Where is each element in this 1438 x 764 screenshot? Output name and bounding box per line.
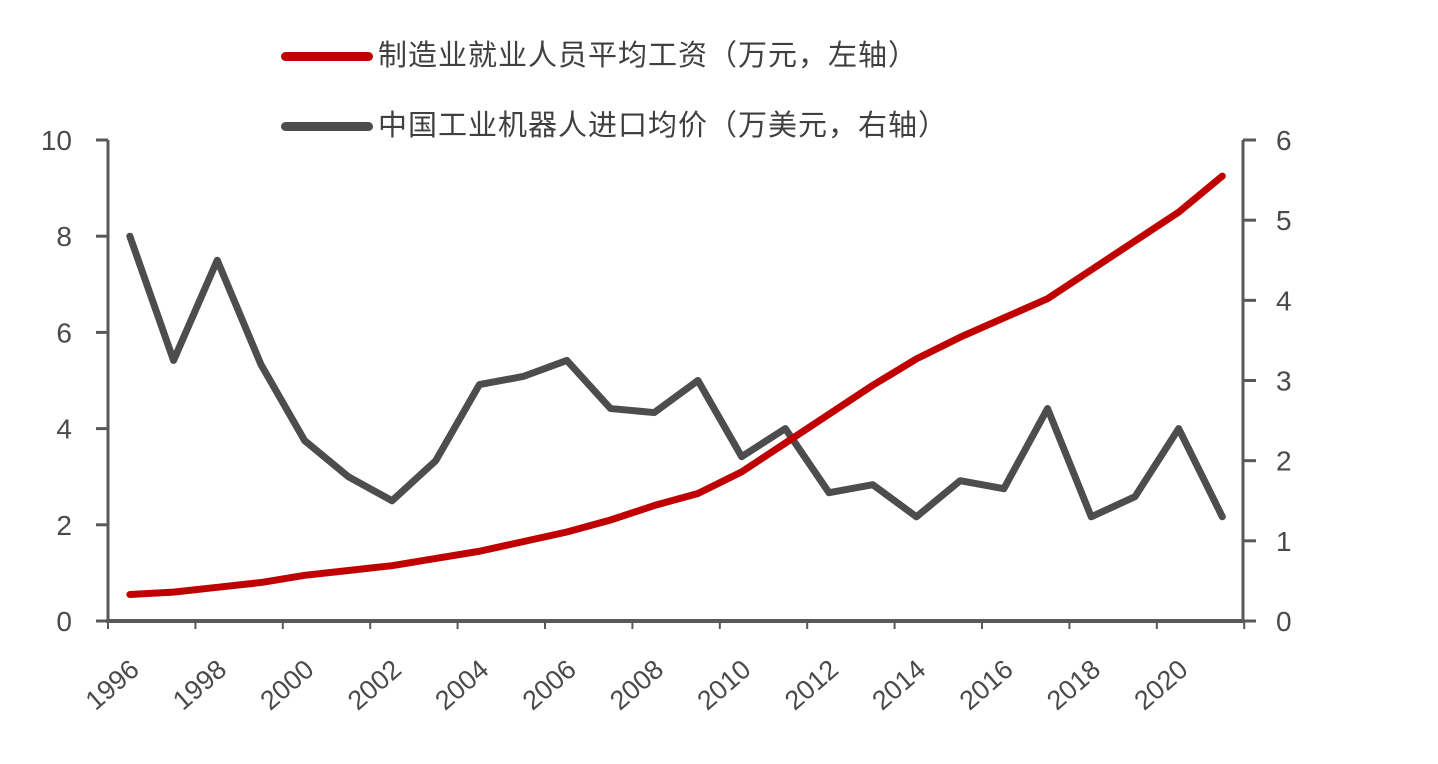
legend-item-robot-import-price: 中国工业机器人进口均价（万美元，右轴）	[281, 108, 948, 145]
x-axis-year-label: 2010	[692, 654, 757, 716]
x-axis-year-label: 2012	[779, 654, 844, 716]
x-axis-year-label: 2018	[1041, 654, 1106, 716]
left-axis-tick-label: 0	[56, 606, 72, 637]
x-axis-year-label: 2002	[342, 654, 407, 716]
left-axis-tick-label: 2	[56, 510, 72, 541]
legend: 制造业就业人员平均工资（万元，左轴） 中国工业机器人进口均价（万美元，右轴）	[281, 38, 948, 145]
right-axis-tick-label: 4	[1276, 285, 1292, 316]
right-axis-tick-label: 3	[1276, 366, 1292, 397]
x-axis-year-label: 2006	[517, 654, 582, 716]
x-axis-year-label: 2008	[604, 654, 669, 716]
left-axis-tick-label: 6	[56, 317, 72, 348]
right-axis-tick-label: 0	[1276, 606, 1292, 637]
x-axis-year-label: 2014	[866, 654, 931, 716]
right-axis-tick-label: 6	[1276, 125, 1292, 156]
legend-swatch-manufacturing-wage	[281, 52, 373, 61]
left-axis-tick-label: 4	[56, 414, 72, 445]
legend-label-robot-import-price: 中国工业机器人进口均价（万美元，右轴）	[378, 110, 949, 142]
legend-item-manufacturing-wage: 制造业就业人员平均工资（万元，左轴）	[281, 38, 948, 75]
x-axis-year-label: 1998	[167, 654, 232, 716]
x-axis-year-label: 1996	[80, 654, 145, 716]
x-axis-year-label: 2000	[255, 654, 320, 716]
legend-label-manufacturing-wage: 制造业就业人员平均工资（万元，左轴）	[378, 40, 919, 72]
series-line-robot-price	[126, 232, 1226, 521]
right-axis-tick-label: 1	[1276, 526, 1292, 557]
left-axis-tick-label: 8	[56, 221, 72, 252]
x-axis-year-label: 2020	[1129, 654, 1194, 716]
x-axis-year-label: 2016	[954, 654, 1019, 716]
series-line-wage	[126, 172, 1226, 599]
x-axis-year-label: 2004	[429, 654, 494, 716]
right-axis-tick-label: 2	[1276, 446, 1292, 477]
left-axis-tick-label: 10	[41, 125, 72, 156]
right-axis-tick-label: 5	[1276, 205, 1292, 236]
legend-swatch-robot-import-price	[281, 122, 373, 131]
